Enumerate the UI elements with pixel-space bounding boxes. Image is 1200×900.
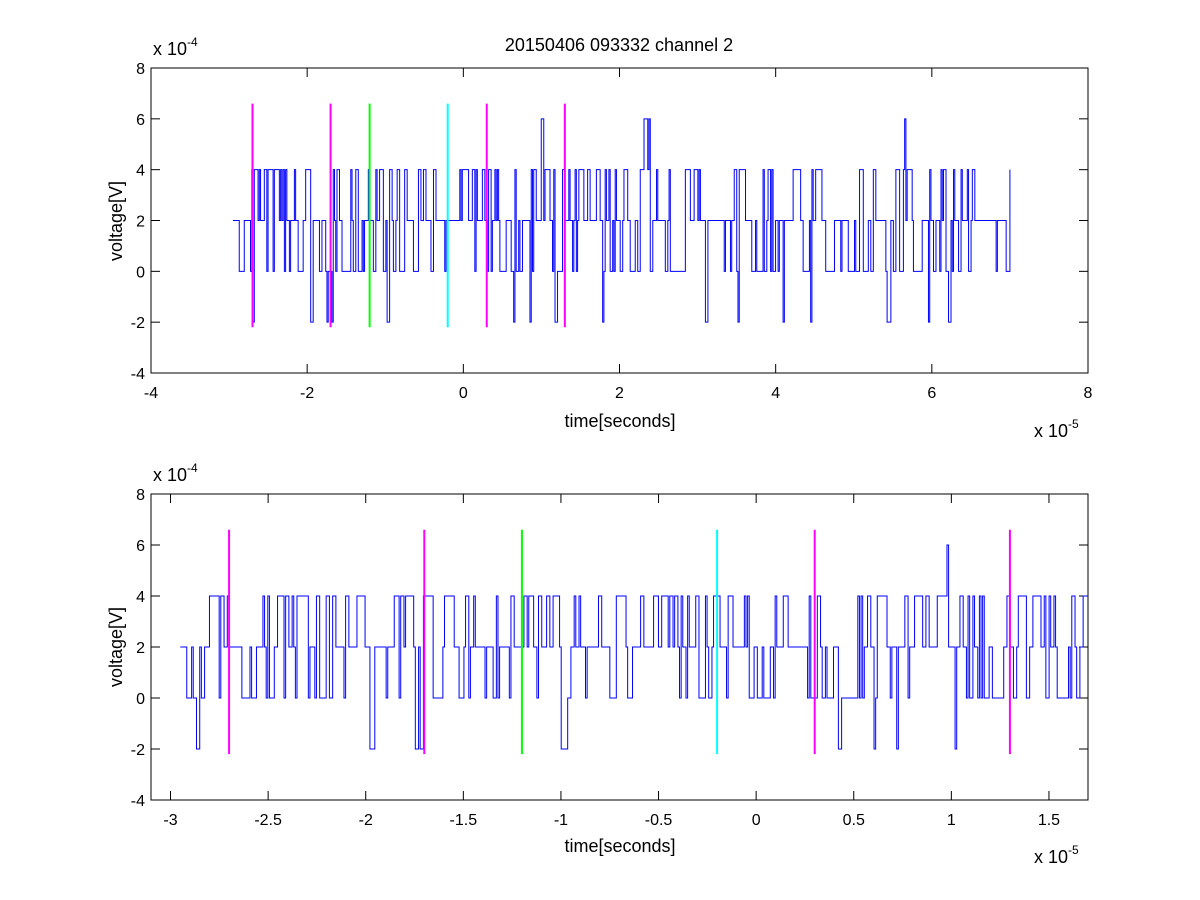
top-y-tick-label: 6 (136, 112, 145, 129)
top-x-exponent: x 10-5 (1034, 417, 1079, 441)
top-x-exponent-base: x 10 (1034, 421, 1068, 441)
bottom-signal-trace (180, 544, 1088, 750)
bottom-y-axis-label: voltage[V] (106, 607, 126, 687)
top-x-axis-label: time[seconds] (564, 411, 675, 431)
bottom-x-tick-label: 0 (752, 812, 761, 829)
top-x-exponent-power: -5 (1068, 417, 1079, 431)
top-x-tick-label: 0 (459, 385, 468, 402)
top-y-tick-label: 2 (136, 214, 145, 231)
bottom-x-tick-label: 1.5 (1038, 812, 1060, 829)
bottom-x-tick-label: 0.5 (843, 812, 865, 829)
bottom-x-exponent-power: -5 (1068, 843, 1079, 857)
top-x-tick-label: 6 (927, 385, 936, 402)
bottom-y-exponent-base: x 10 (153, 465, 187, 485)
top-y-exponent-power: -4 (187, 35, 198, 49)
top-x-tick-label: 8 (1084, 385, 1093, 402)
top-panel: -4 -2 0 2 4 6 8 -4 -2 0 2 4 6 8 time[seconds] voltage… (106, 35, 1093, 441)
top-y-tick-label: 0 (136, 264, 145, 281)
bottom-plot-area: -3 -2.5 -2 -1.5 -1 -0.5 0 0.5 1 1.5 -4 -2 0 2 4 6 8 (131, 487, 1089, 829)
bottom-x-tick-label: -1.5 (450, 812, 478, 829)
bottom-y-tick-label: -2 (131, 742, 145, 759)
bottom-y-tick-label: 4 (136, 589, 145, 606)
bottom-y-tick-label: 8 (136, 487, 145, 504)
top-x-tick-label: -2 (300, 385, 314, 402)
bottom-x-tick-label: -2.5 (254, 812, 282, 829)
bottom-x-axis-label: time[seconds] (564, 836, 675, 856)
bottom-x-tick-label: -2 (359, 812, 373, 829)
bottom-panel: -3 -2.5 -2 -1.5 -1 -0.5 0 0.5 1 1.5 -4 -2 0 2 4 6 8 time… (106, 461, 1089, 867)
bottom-y-exponent-power: -4 (187, 461, 198, 475)
chart-title: 20150406 093332 channel 2 (505, 35, 733, 55)
top-plot-area: -4 -2 0 2 4 6 8 -4 -2 0 2 4 6 8 (131, 61, 1093, 402)
top-y-exponent: x 10-4 (153, 35, 198, 59)
bottom-x-tick-label: -3 (163, 812, 177, 829)
top-y-tick-label: 8 (136, 61, 145, 78)
bottom-y-tick-label: 0 (136, 691, 145, 708)
bottom-y-tick-label: -4 (131, 793, 145, 810)
top-signal-trace (232, 118, 1011, 323)
bottom-x-tick-label: 1 (947, 812, 956, 829)
bottom-y-exponent: x 10-4 (153, 461, 198, 485)
bottom-x-exponent-base: x 10 (1034, 847, 1068, 867)
top-x-tick-label: 4 (771, 385, 780, 402)
top-y-tick-label: -4 (131, 366, 145, 383)
bottom-x-tick-label: -1 (554, 812, 568, 829)
bottom-x-tick-label: -0.5 (645, 812, 673, 829)
top-y-tick-label: -2 (131, 315, 145, 332)
top-y-axis-label: voltage[V] (106, 181, 126, 261)
top-y-tick-label: 4 (136, 163, 145, 180)
top-x-tick-label: 2 (615, 385, 624, 402)
bottom-y-tick-label: 6 (136, 538, 145, 555)
bottom-x-exponent: x 10-5 (1034, 843, 1079, 867)
top-x-tick-label: -4 (144, 385, 158, 402)
top-y-exponent-base: x 10 (153, 39, 187, 59)
bottom-y-tick-label: 2 (136, 640, 145, 657)
